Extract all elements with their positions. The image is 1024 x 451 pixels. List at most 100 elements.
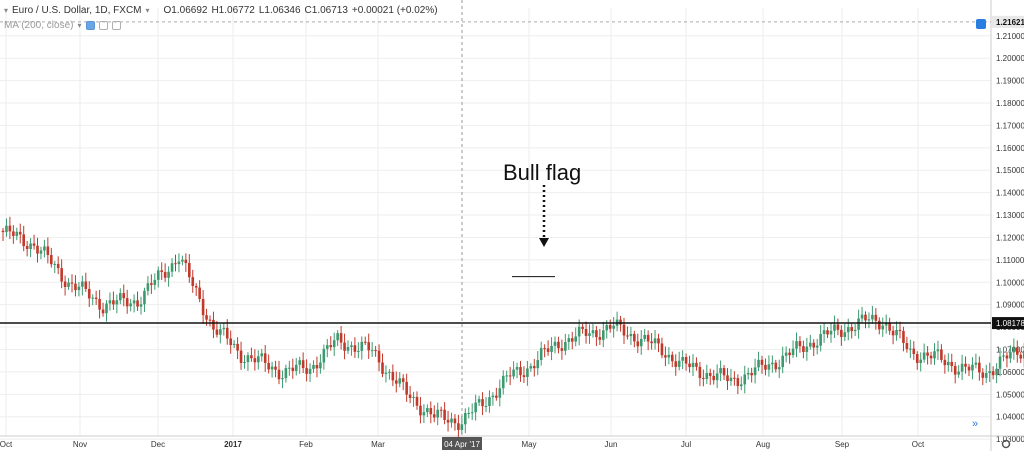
candle-body — [246, 355, 250, 363]
candle-body — [153, 279, 157, 285]
candle-body — [671, 354, 674, 362]
candle-body — [429, 408, 433, 415]
candle-body — [353, 345, 357, 352]
candle-body — [522, 375, 526, 377]
candle-body — [705, 373, 709, 379]
candle-body — [350, 345, 353, 347]
candle-body — [767, 364, 771, 370]
scroll-to-end-icon: » — [972, 418, 978, 430]
candle-body — [36, 245, 39, 254]
chevron-down-icon[interactable]: ▾ — [145, 6, 150, 15]
y-tick-label: 1.12000 — [996, 233, 1024, 242]
candle-body — [357, 350, 360, 352]
candle-body — [132, 300, 136, 304]
y-tick-label: 1.03000 — [996, 435, 1024, 444]
candle-body — [681, 357, 684, 361]
high-value: H1.06772 — [211, 5, 255, 16]
symbol-legend[interactable]: ▾ Euro / U.S. Dollar, 1D, FXCM ▾ O1.0669… — [4, 5, 438, 16]
candle-body — [508, 375, 512, 377]
x-tick-label: Mar — [371, 440, 385, 449]
candle-body — [895, 329, 898, 336]
indicator-legend[interactable]: MA (200, close) ▾ — [4, 20, 121, 31]
y-tick-label: 1.17000 — [996, 121, 1024, 130]
candle-body — [432, 414, 436, 418]
candle-body — [691, 362, 695, 368]
candle-body — [422, 412, 426, 416]
gear-icon[interactable] — [1001, 439, 1011, 449]
candle-body — [974, 362, 978, 365]
candle-body — [319, 362, 322, 369]
candle-body — [515, 367, 519, 370]
candle-body — [557, 341, 560, 349]
x-tick-label: Oct — [912, 440, 925, 449]
candle-body — [308, 368, 312, 374]
collapse-icon[interactable]: ▾ — [4, 6, 9, 15]
candle-body — [657, 338, 660, 344]
candle-body — [253, 358, 257, 363]
candle-body — [674, 361, 678, 367]
crosshair-date-box — [442, 437, 482, 450]
candle-body — [1005, 355, 1009, 359]
candle-body — [360, 341, 364, 351]
close-icon[interactable] — [111, 21, 121, 30]
candle-body — [25, 246, 29, 249]
candle-body — [263, 353, 267, 363]
candle-body — [850, 327, 853, 332]
candle-body — [374, 350, 377, 352]
candle-body — [453, 418, 457, 424]
open-value: O1.06692 — [163, 5, 208, 16]
candle-body — [22, 234, 25, 247]
candle-body — [12, 231, 15, 236]
y-tick-label: 1.18000 — [996, 99, 1024, 108]
candle-body — [291, 367, 295, 372]
candle-body — [726, 375, 729, 382]
candle-body — [639, 338, 643, 347]
candle-body — [622, 324, 626, 336]
candle-body — [943, 359, 947, 366]
candle-body — [74, 283, 77, 291]
scale-toggle-icon[interactable] — [976, 19, 986, 29]
candle-body — [660, 343, 664, 356]
candle-body — [853, 329, 857, 332]
candle-body — [777, 367, 781, 370]
candle-body — [412, 396, 415, 398]
candle-body — [781, 355, 784, 368]
level-price-box — [992, 317, 1024, 330]
visibility-icon[interactable] — [85, 21, 95, 30]
candle-body — [967, 366, 971, 371]
candle-body — [874, 314, 878, 321]
candle-body — [653, 338, 657, 344]
candle-body — [774, 362, 778, 370]
settings-icon[interactable] — [98, 21, 108, 30]
low-value: L1.06346 — [258, 5, 301, 16]
change-value: +0.00021 (+0.02%) — [351, 5, 438, 16]
candle-body — [512, 369, 515, 377]
y-tick-label: 1.05000 — [996, 390, 1024, 399]
candle-body — [1012, 347, 1016, 353]
candle-body — [146, 283, 150, 291]
candle-body — [960, 363, 964, 372]
candle-body — [833, 324, 836, 331]
candle-body — [677, 360, 681, 367]
chevron-down-icon[interactable]: ▾ — [77, 21, 82, 30]
candle-body — [1022, 350, 1024, 359]
candle-body — [733, 377, 736, 379]
candle-body — [619, 319, 622, 325]
candle-body — [477, 399, 481, 403]
candle-body — [370, 350, 374, 352]
candle-body — [225, 327, 229, 339]
candle-body — [160, 270, 163, 273]
candle-body — [1002, 355, 1005, 357]
candle-body — [136, 300, 139, 307]
candle-body — [857, 318, 860, 330]
candle-body — [222, 327, 226, 330]
candle-body — [871, 314, 874, 320]
candle-body — [491, 395, 495, 398]
candle-body — [757, 359, 760, 368]
candle-body — [829, 330, 833, 335]
candle-body — [553, 341, 557, 346]
y-tick-label: 1.09000 — [996, 301, 1024, 310]
symbol-label: Euro / U.S. Dollar, 1D, FXCM — [12, 5, 142, 16]
